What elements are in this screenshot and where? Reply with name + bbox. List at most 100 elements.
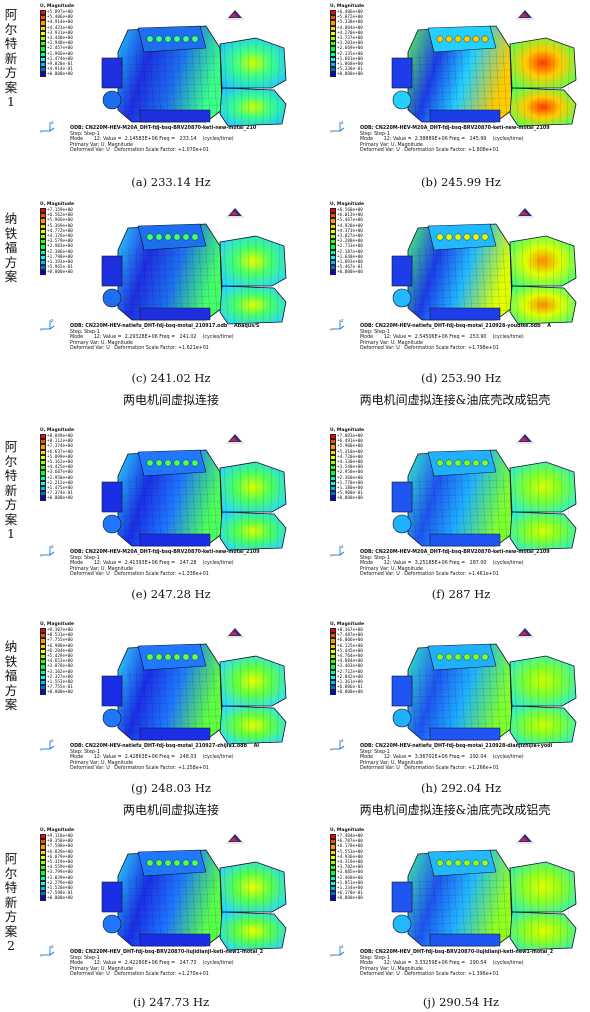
svg-text:Y: Y bbox=[40, 328, 43, 332]
color-swatch bbox=[330, 61, 336, 68]
abaqus-logo-icon bbox=[516, 208, 534, 218]
color-swatch bbox=[330, 244, 336, 250]
legend-tick: +4.936e+00 bbox=[337, 854, 363, 860]
color-bar bbox=[40, 834, 46, 902]
panel-caption: (h) 292.04 Hz bbox=[420, 781, 502, 795]
axis-triad-icon: ZY bbox=[330, 319, 345, 332]
legend-tick: +2.468e+00 bbox=[337, 875, 363, 881]
primary-var: Primary Var: U, Magnitude bbox=[360, 142, 423, 148]
fea-panel: U, Magnitude +9.307e+00 +8.531e+00 +7.755e+… bbox=[40, 622, 302, 780]
legend-tick: +1.966e+00 bbox=[47, 51, 73, 57]
color-swatch bbox=[40, 839, 46, 845]
legend-ticks: +8.849e+00 +8.112e+00 +7.374e+00 +6.637e+00… bbox=[47, 434, 73, 502]
fea-contour-model bbox=[101, 223, 287, 325]
color-swatch bbox=[40, 885, 46, 892]
scale-factor: +1.336e+01 bbox=[177, 572, 209, 578]
legend-tick: +3.203e+00 bbox=[337, 41, 363, 47]
panel-caption: (g) 248.03 Hz bbox=[131, 781, 211, 795]
color-swatch bbox=[330, 891, 336, 897]
legend-tick: +4.914e+00 bbox=[47, 20, 73, 26]
color-bar bbox=[40, 208, 46, 276]
legend-tick: +7.487e+00 bbox=[337, 633, 363, 639]
color-swatch bbox=[40, 690, 46, 696]
color-swatch bbox=[40, 67, 46, 73]
color-swatch bbox=[40, 875, 46, 881]
legend-tick: +2.950e+00 bbox=[47, 475, 73, 481]
fea-panel: U, Magnitude +5.897e+00 +5.406e+00 +4.914e+… bbox=[40, 4, 302, 162]
color-swatch bbox=[40, 849, 46, 855]
color-swatch bbox=[40, 15, 46, 21]
color-swatch bbox=[40, 685, 46, 691]
color-swatch bbox=[330, 51, 336, 57]
fea-panel: U, Magnitude +7.159e+00 +6.562e+00 +5.966e+… bbox=[40, 202, 302, 360]
color-swatch bbox=[330, 439, 336, 445]
legend-tick: +7.081e+00 bbox=[337, 434, 363, 439]
color-swatch bbox=[40, 25, 46, 31]
legend-tick: +3.737e+00 bbox=[337, 36, 363, 42]
legend-tick: +2.327e+00 bbox=[47, 674, 73, 680]
deformed-label: Deformed Var: U Deformation Scale Factor… bbox=[360, 148, 468, 154]
color-swatch bbox=[40, 61, 46, 68]
legend-tick: +6.204e+00 bbox=[47, 648, 73, 654]
legend-tick: +4.920e+00 bbox=[337, 223, 363, 229]
color-swatch bbox=[40, 659, 46, 665]
svg-text:Y: Y bbox=[330, 554, 333, 558]
legend-tick: +5.406e+00 bbox=[47, 15, 73, 21]
color-swatch bbox=[330, 485, 336, 492]
color-swatch bbox=[330, 265, 336, 271]
fea-contour-model bbox=[101, 643, 287, 745]
color-swatch bbox=[330, 664, 336, 670]
legend-tick: +0.000e+00 bbox=[337, 270, 363, 276]
color-swatch bbox=[330, 659, 336, 665]
legend-tick: +3.039e+00 bbox=[47, 875, 73, 881]
legend-tick: +7.404e+00 bbox=[337, 834, 363, 839]
scale-factor: +1.621e+01 bbox=[177, 346, 209, 352]
legend-tick: +2.360e+00 bbox=[337, 475, 363, 481]
panel-caption: (f) 287 Hz bbox=[431, 587, 491, 601]
step-label: Step: Step-1 bbox=[70, 555, 100, 561]
legend-tick: +0.000e+00 bbox=[47, 690, 73, 696]
color-swatch bbox=[330, 628, 336, 634]
color-swatch bbox=[330, 30, 336, 36]
legend-ticks: +6.560e+00 +6.013e+00 +5.467e+00 +4.920e+00… bbox=[337, 208, 363, 276]
legend-tick: +1.851e+00 bbox=[337, 880, 363, 886]
legend-tick: +4.270e+00 bbox=[337, 30, 363, 36]
legend-tick: +0.000e+00 bbox=[337, 496, 363, 502]
legend-tick: +4.084e+00 bbox=[337, 659, 363, 665]
color-swatch bbox=[330, 46, 336, 52]
panel-caption: (b) 245.99 Hz bbox=[421, 175, 501, 189]
color-swatch bbox=[330, 849, 336, 855]
color-swatch bbox=[330, 233, 336, 240]
fea-contour-model bbox=[101, 25, 287, 127]
legend-tick: +0.000e+00 bbox=[47, 270, 73, 276]
legend-title: U, Magnitude bbox=[330, 622, 365, 627]
step-info: ODB: CN220M-HEV-natiefu_DHT-fdj-bsq-mota… bbox=[70, 324, 259, 352]
odb-path: ODB: CN220M-HEV-natiefu_DHT-fdj-bsq-mota… bbox=[70, 744, 260, 749]
legend-tick: +8.112e+00 bbox=[47, 439, 73, 445]
color-swatch bbox=[40, 465, 46, 471]
deformed-label: Deformed Var: U Deformation Scale Factor… bbox=[360, 346, 468, 352]
legend-tick: +0.000e+00 bbox=[337, 690, 363, 696]
legend-title: U, Magnitude bbox=[40, 202, 75, 207]
legend-tick: +7.755e-01 bbox=[47, 685, 73, 691]
axis-triad-icon: ZY bbox=[40, 945, 55, 958]
deformed-label: Deformed Var: U Deformation Scale Factor… bbox=[70, 972, 178, 978]
legend-title: U, Magnitude bbox=[330, 428, 365, 433]
svg-text:Z: Z bbox=[341, 545, 344, 549]
axis-triad-icon: ZY bbox=[40, 319, 55, 332]
color-swatch bbox=[330, 870, 336, 876]
legend-tick: +3.085e+00 bbox=[337, 870, 363, 876]
color-swatch bbox=[330, 638, 336, 644]
color-swatch bbox=[330, 470, 336, 476]
axis-triad-icon: ZY bbox=[330, 121, 345, 134]
odb-path: ODB: CN220M-HEV_DHT-fdj-bsq-BRV20870-liu… bbox=[70, 950, 264, 955]
color-swatch bbox=[40, 434, 46, 440]
legend-tick: +7.598e+00 bbox=[47, 844, 73, 850]
legend-tick: +3.878e+00 bbox=[47, 664, 73, 670]
color-swatch bbox=[40, 480, 46, 486]
svg-text:Z: Z bbox=[51, 739, 54, 743]
legend-tick: +6.787e+00 bbox=[337, 839, 363, 845]
color-swatch bbox=[330, 239, 336, 245]
color-swatch bbox=[330, 475, 336, 481]
legend-tick: +4.319e+00 bbox=[337, 860, 363, 866]
